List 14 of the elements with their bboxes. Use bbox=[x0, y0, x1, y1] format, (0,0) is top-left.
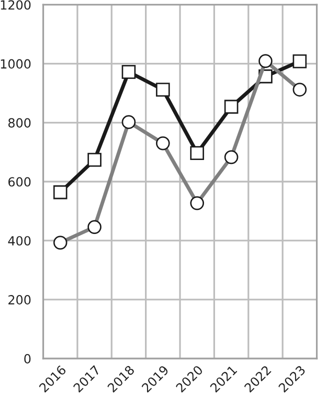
y-tick-label: 800 bbox=[8, 118, 31, 128]
point bbox=[88, 152, 102, 167]
point bbox=[53, 185, 68, 200]
point bbox=[292, 54, 307, 68]
y-tick-label: 600 bbox=[8, 177, 31, 187]
y-tick-label: 400 bbox=[8, 236, 31, 246]
point bbox=[190, 146, 204, 160]
y-tick-label: 1200 bbox=[0, 0, 31, 10]
point bbox=[156, 82, 170, 97]
y-tick-label: 0 bbox=[24, 354, 31, 364]
y-tick-label: 1000 bbox=[0, 59, 31, 69]
point bbox=[224, 100, 238, 114]
y-tick-label: 200 bbox=[8, 295, 31, 304]
point bbox=[122, 65, 136, 79]
